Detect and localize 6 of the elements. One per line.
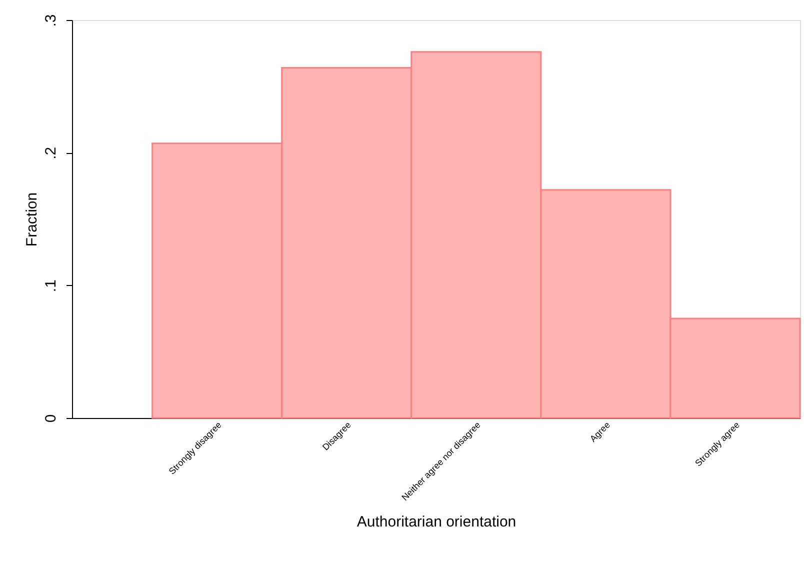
y-tick-label: .1 [42,280,60,292]
y-axis-title: Fraction [24,192,40,247]
x-axis-title: Authoritarian orientation [356,514,516,531]
y-tick-label: .3 [42,14,60,27]
y-tick-label: .2 [42,146,60,160]
y-tick-label: 0 [42,414,60,423]
